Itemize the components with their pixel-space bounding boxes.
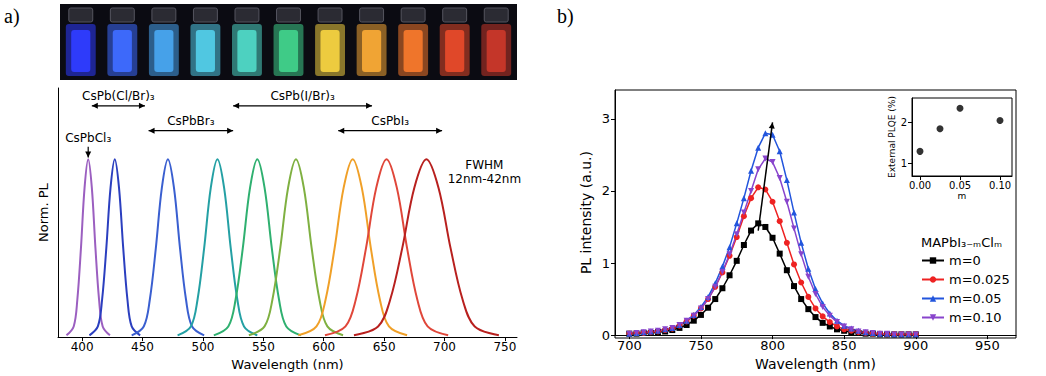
svg-text:500: 500 xyxy=(191,340,214,354)
svg-text:700: 700 xyxy=(433,340,456,354)
svg-text:FWHM: FWHM xyxy=(465,158,503,172)
svg-text:m=0.025: m=0.025 xyxy=(949,272,1010,287)
svg-text:2: 2 xyxy=(602,183,610,198)
svg-text:12nm-42nm: 12nm-42nm xyxy=(448,172,521,186)
svg-text:900: 900 xyxy=(903,338,928,353)
svg-text:CsPb(I/Br)₃: CsPb(I/Br)₃ xyxy=(270,89,335,103)
svg-text:a): a) xyxy=(4,5,20,28)
svg-text:950: 950 xyxy=(975,338,1000,353)
svg-text:CsPbCl₃: CsPbCl₃ xyxy=(65,131,111,145)
svg-text:MAPbI₃₋ₘClₘ: MAPbI₃₋ₘClₘ xyxy=(921,235,1002,250)
svg-text:m: m xyxy=(958,191,967,201)
svg-text:850: 850 xyxy=(832,338,857,353)
svg-text:750: 750 xyxy=(493,340,516,354)
svg-text:b): b) xyxy=(557,5,574,28)
svg-text:Wavelength (nm): Wavelength (nm) xyxy=(231,357,343,372)
svg-text:700: 700 xyxy=(617,338,642,353)
svg-text:550: 550 xyxy=(252,340,275,354)
svg-text:2: 2 xyxy=(901,117,907,128)
svg-text:CsPbBr₃: CsPbBr₃ xyxy=(167,114,215,128)
svg-text:m=0: m=0 xyxy=(949,253,981,268)
svg-text:Norm. PL: Norm. PL xyxy=(36,182,51,242)
svg-text:CsPb(Cl/Br)₃: CsPb(Cl/Br)₃ xyxy=(82,89,155,103)
svg-text:m=0.05: m=0.05 xyxy=(949,291,1002,306)
svg-text:1: 1 xyxy=(602,256,610,271)
svg-text:0.10: 0.10 xyxy=(989,180,1011,191)
svg-text:0.05: 0.05 xyxy=(949,180,971,191)
svg-text:400: 400 xyxy=(71,340,94,354)
svg-text:600: 600 xyxy=(312,340,335,354)
svg-text:m=0.10: m=0.10 xyxy=(949,310,1002,325)
svg-text:0: 0 xyxy=(602,328,610,343)
svg-text:CsPbI₃: CsPbI₃ xyxy=(371,114,409,128)
svg-text:3: 3 xyxy=(602,111,610,126)
svg-text:Wavelength (nm): Wavelength (nm) xyxy=(755,356,876,372)
svg-text:800: 800 xyxy=(760,338,785,353)
svg-text:1: 1 xyxy=(901,158,907,169)
svg-text:PL intensity (a.u.): PL intensity (a.u.) xyxy=(578,151,594,274)
svg-text:750: 750 xyxy=(689,338,714,353)
svg-text:External PLQE (%): External PLQE (%) xyxy=(887,96,897,178)
svg-text:650: 650 xyxy=(373,340,396,354)
svg-text:0.00: 0.00 xyxy=(909,180,931,191)
svg-text:450: 450 xyxy=(131,340,154,354)
